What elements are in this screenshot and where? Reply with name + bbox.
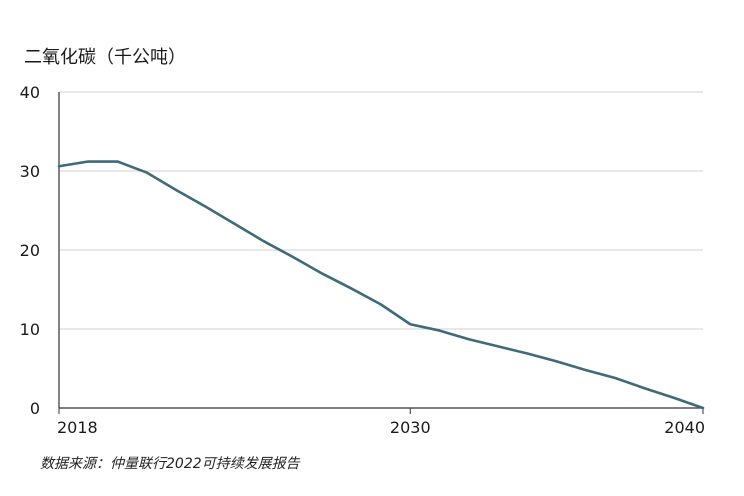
x-tick-label: 2040 <box>664 418 705 437</box>
data-point-2025 <box>263 240 266 243</box>
source-note: 数据来源：仲量联行2022可持续发展报告 <box>40 456 300 472</box>
data-point-2036 <box>585 369 588 372</box>
data-point-2028 <box>350 287 353 290</box>
data-point-2040 <box>702 407 705 410</box>
grid-lines <box>59 91 703 330</box>
data-point-2037 <box>614 377 617 380</box>
data-point-2038 <box>643 387 646 390</box>
data-point-2032 <box>468 338 471 341</box>
data-point-2035 <box>555 360 558 363</box>
data-point-2018 <box>58 165 61 168</box>
data-point-2027 <box>321 272 324 275</box>
data-point-2030 <box>409 323 412 326</box>
data-point-2034 <box>526 352 529 355</box>
data-point-2031 <box>438 329 441 332</box>
y-tick-label: 10 <box>20 320 40 339</box>
data-point-2023 <box>204 205 207 208</box>
series-line-0 <box>57 160 705 410</box>
data-point-2021 <box>146 171 149 174</box>
y-axis-title: 二氧化碳（千公吨） <box>24 47 186 68</box>
y-tick-label: 40 <box>20 83 40 102</box>
y-tick-label: 0 <box>30 399 40 418</box>
data-point-2020 <box>116 160 119 163</box>
x-tick-label: 2030 <box>390 418 431 437</box>
data-point-2033 <box>497 345 500 348</box>
x-tick-label: 2018 <box>57 418 98 437</box>
y-tick-label: 20 <box>20 241 40 260</box>
data-point-2039 <box>672 396 675 399</box>
axes <box>58 92 704 414</box>
series-layer <box>57 160 705 410</box>
data-point-2022 <box>175 189 178 192</box>
data-point-2024 <box>233 223 236 226</box>
data-point-2029 <box>380 303 383 306</box>
data-point-2026 <box>292 256 295 259</box>
y-tick-label: 30 <box>20 162 40 181</box>
data-point-2019 <box>87 160 90 163</box>
